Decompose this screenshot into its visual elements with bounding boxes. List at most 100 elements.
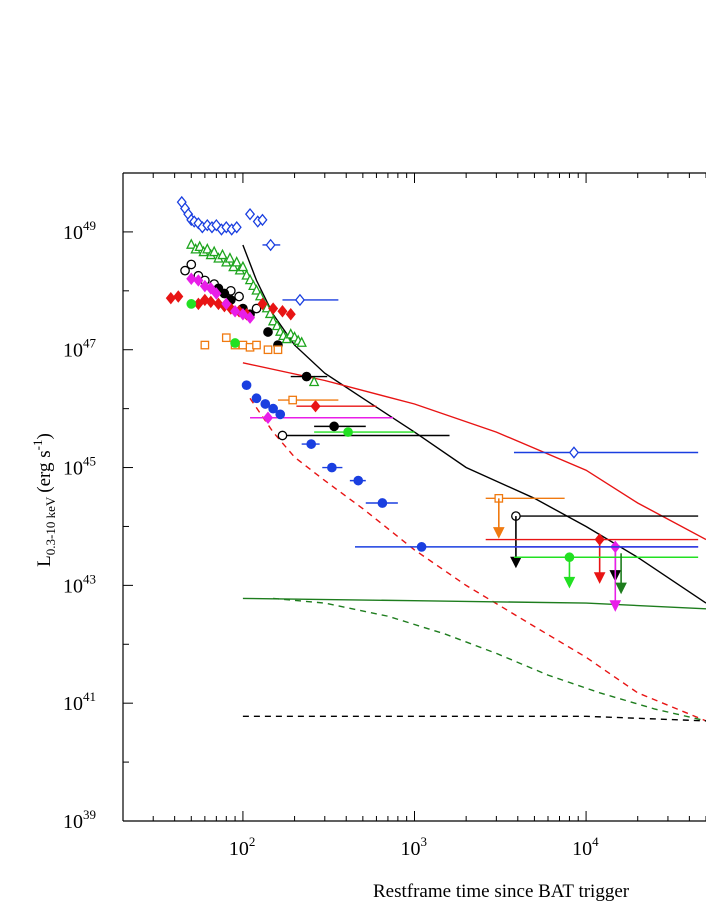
data-point-blue [231,221,242,234]
data-point-green [194,240,205,252]
data-point-green [251,284,262,295]
y-axis-label: L0.3-10 keV (erg s-1) [30,433,58,567]
data-point-orange [200,340,210,350]
model-curve-darkgreen-solid [242,597,706,610]
y-tick-label: 1047 [63,336,97,362]
model-curves [242,244,706,722]
data-point-blue [260,399,271,409]
x-tick-label: 104 [572,834,599,860]
data-point-blue [275,409,286,420]
data-point-red [165,291,176,305]
data-point-black [263,327,273,337]
axes: 102 103 104 1039 1041 1043 1045 1047 1049 [63,172,706,860]
model-curve-red-dashed [249,397,706,722]
data-point-orange [252,340,261,350]
data-point-blue [265,238,276,252]
data-point-black [219,288,230,299]
model-curve-black-dashed [242,715,706,722]
data-point-red [173,290,184,303]
data-point-red [257,297,268,311]
data-point-black [329,421,339,432]
data-point-magenta [205,282,216,295]
data-point-green [254,289,266,301]
data-point-brightgreen [186,299,197,309]
data-point-blue [568,446,580,459]
data-point-orange [273,345,283,355]
data-point-magenta [186,272,197,286]
data-point-black [251,303,262,314]
data-point-blue [353,475,364,486]
y-label-unit-open: (erg s [34,450,55,492]
data-point-orange [288,395,298,405]
data-point-green [217,248,228,260]
data-point-red [205,295,216,309]
data-point-red [285,308,296,321]
data-point-green [244,273,256,285]
data-point-black [277,430,288,441]
data-point-black [186,259,197,270]
data-point-magenta [211,287,222,300]
data-point-blue [268,403,278,414]
data-point-black [234,291,244,302]
data-point-orange [238,340,248,350]
y-label-main: L [34,555,55,567]
data-point-blue [294,293,305,307]
y-tick-label: 1039 [63,807,96,833]
axis-labels: Restframe time since BAT trigger L0.3-10… [30,433,630,902]
data-point-blue [244,207,256,221]
y-tick-label: 1041 [63,689,96,715]
upper-limit-arrow-darkgreen [615,582,627,595]
y-label-unit-exp: -1 [30,439,45,450]
data-markers [165,195,699,612]
y-label-unit-close: ) [34,433,55,439]
upper-limit-arrow-red [593,572,606,584]
data-point-blue [251,393,262,404]
upper-limit-arrow-orange [492,527,505,539]
data-point-red [277,305,288,318]
data-point-magenta [221,297,232,311]
data-point-magenta [237,308,248,321]
data-point-magenta [244,311,256,324]
data-point-orange [263,345,273,355]
data-point-green [308,375,320,387]
upper-limit-arrow-brightgreen [563,576,576,589]
data-point-magenta [262,411,274,424]
y-tick-label: 1043 [63,571,96,597]
x-tick-label: 102 [229,834,256,860]
data-point-green [237,260,249,272]
data-point-green [224,252,236,263]
data-point-green [271,319,283,331]
data-point-brightgreen [343,427,353,437]
data-point-magenta [230,305,241,318]
upper-limit-arrow-black [510,556,522,569]
data-point-black [180,265,190,276]
data-point-red [268,302,279,315]
data-point-green [267,314,279,326]
data-point-blue [241,380,252,391]
data-point-red [310,399,321,413]
data-point-blue [416,542,427,552]
model-curve-red-solid [242,362,706,541]
data-point-green [208,245,220,257]
model-curve-darkgreen-dashed [273,597,706,722]
y-tick-label: 1049 [63,218,96,244]
data-point-green [296,336,307,347]
data-point-blue [306,439,317,449]
data-point-green [202,242,213,254]
data-point-blue [257,213,268,227]
upper-limit-arrow-magenta [609,600,622,612]
x-tick-label: 103 [401,834,428,860]
data-point-magenta [193,274,204,287]
data-point-blue [327,462,337,473]
data-point-black [301,371,312,382]
data-point-brightgreen [230,338,240,348]
data-point-blue [377,498,388,508]
data-point-orange [221,333,231,343]
y-tick-label: 1045 [63,454,96,480]
data-point-green [231,256,242,267]
y-label-subscript: 0.3-10 keV [43,496,58,555]
data-point-green [186,238,197,249]
x-axis-label: Restframe time since BAT trigger [373,881,630,902]
